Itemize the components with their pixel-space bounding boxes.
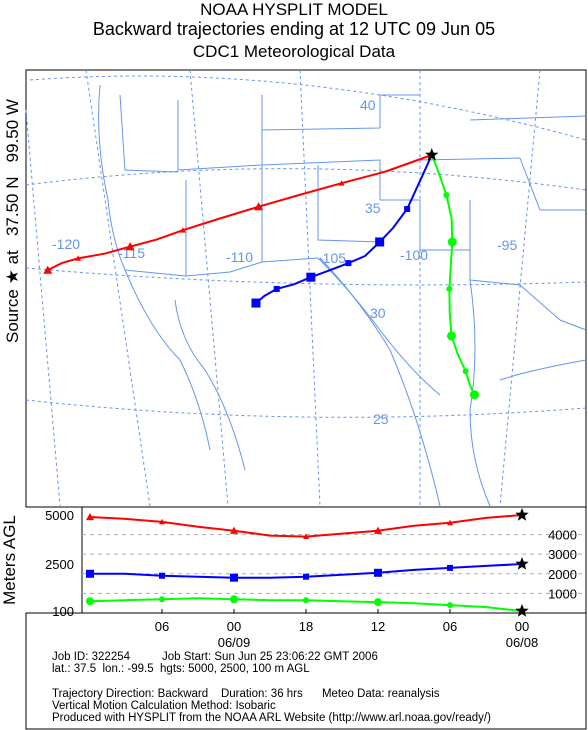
latitude-line-40 — [29, 75, 587, 141]
map-point-1-2 — [404, 206, 411, 213]
height-start-star-icon-0 — [515, 508, 529, 521]
map-point-2-4 — [447, 237, 457, 247]
longitude-line-120 — [25, 109, 61, 507]
chart-title: Backward trajectories ending at 12 UTC 0… — [92, 19, 496, 39]
map-background — [25, 69, 587, 507]
footer-line-1: Job ID: 322254 Job Start: Sun Jun 25 23:… — [52, 651, 378, 663]
x-tick-label-0: 06 — [155, 619, 169, 634]
map-point-0-10 — [75, 255, 82, 261]
y-tick-right-0: 4000 — [548, 528, 577, 543]
height-point-0-6 — [303, 533, 309, 539]
meteo-data: Meteo Data: reanalysis — [321, 688, 440, 700]
duration: Duration: 36 hrs — [220, 688, 303, 700]
map-point-2-10 — [462, 368, 469, 375]
height-point-1-10 — [159, 572, 165, 579]
map-frame — [25, 69, 587, 508]
footer-frame — [25, 612, 587, 730]
latitude-line-35 — [25, 168, 587, 191]
lon-label-95: -95 — [497, 237, 517, 253]
height-point-2-10 — [159, 596, 165, 603]
x-tick-label-1: 00 — [227, 619, 241, 634]
lon-label-105: -105 — [318, 250, 346, 266]
longitude-line-95 — [499, 69, 541, 507]
height-point-1-2 — [447, 564, 453, 571]
map-point-1-6 — [345, 260, 352, 267]
height-point-2-6 — [303, 597, 309, 604]
trajectory-direction: Trajectory Direction: Backward — [52, 688, 209, 700]
lon-label-120: -120 — [52, 236, 80, 252]
lat-label-25: 25 — [373, 411, 389, 427]
map-source-star-icon — [425, 148, 439, 161]
x-date-label-0: 06/09 — [218, 635, 251, 650]
state-boundaries — [119, 94, 587, 331]
map-point-0-4 — [254, 202, 264, 211]
height-point-2-4 — [374, 598, 382, 607]
height-point-1-8 — [230, 573, 238, 582]
height-point-0-10 — [159, 518, 165, 525]
map-point-2-2 — [443, 191, 450, 198]
x-tick-label-5: 00 — [515, 619, 529, 634]
lat-label-35: 35 — [365, 200, 381, 216]
height-point-1-6 — [303, 573, 309, 580]
x-tick-label-2: 18 — [299, 619, 313, 634]
map-point-2-8 — [446, 331, 456, 341]
y-tick-left-0: 5000 — [45, 508, 74, 523]
height-point-1-12 — [86, 569, 94, 578]
lon-label-110: -110 — [226, 249, 253, 265]
lat-label-40: 40 — [360, 97, 376, 113]
chart-subtitle: CDC1 Meteorological Data — [192, 42, 396, 61]
x-tick-label-3: 12 — [371, 619, 385, 634]
model-title: NOAA HYSPLIT MODEL — [200, 0, 388, 19]
height-point-2-2 — [447, 602, 453, 609]
y-tick-right-1: 3000 — [548, 547, 577, 562]
footer-line-3: Trajectory Direction: Backward Duration:… — [52, 688, 440, 700]
map-track-1 — [255, 154, 433, 304]
coastline — [98, 84, 587, 507]
longitude-line-110 — [189, 69, 229, 507]
height-point-1-4 — [374, 568, 382, 577]
lon-label-100: -100 — [400, 247, 428, 263]
y-tick-right-2: 2000 — [548, 567, 577, 582]
mexico-boundary — [124, 257, 441, 396]
map-point-2-6 — [446, 285, 453, 292]
map-point-0-12 — [43, 265, 53, 274]
footer-vertical: Vertical Motion Calculation Method: Isob… — [52, 700, 276, 712]
footer-produced: Produced with HYSPLIT from the NOAA ARL … — [52, 712, 491, 724]
x-tick-label-4: 06 — [443, 619, 457, 634]
height-point-2-12 — [86, 597, 94, 606]
map-point-2-12 — [469, 390, 479, 400]
map-point-0-6 — [179, 227, 186, 233]
map-point-0-2 — [338, 180, 345, 186]
lat-label-30: 30 — [370, 305, 386, 321]
map-point-1-10 — [273, 285, 280, 292]
height-point-0-2 — [447, 519, 453, 526]
job-start: Job Start: Sun Jun 25 23:06:22 GMT 2006 — [161, 651, 378, 663]
height-point-0-8 — [230, 526, 238, 534]
map-point-0-8 — [125, 242, 135, 251]
y-tick-right-3: 1000 — [548, 586, 577, 601]
footer-latlon: lat.: 37.5 lon.: -99.5 hgts: 5000, 2500,… — [52, 663, 310, 675]
x-date-label-1: 06/08 — [506, 635, 539, 650]
y-tick-left-1: 2500 — [45, 557, 74, 572]
longitude-line-115 — [85, 69, 151, 507]
latitude-line-25 — [25, 399, 587, 418]
latitude-line-30 — [25, 267, 587, 286]
map-track-2 — [430, 154, 476, 396]
height-point-2-8 — [230, 595, 238, 604]
map-point-1-4 — [375, 237, 385, 247]
height-start-star-icon-1 — [515, 557, 529, 570]
height-point-0-4 — [374, 526, 382, 534]
job-id: Job ID: 322254 — [52, 651, 131, 663]
height-frame — [81, 506, 587, 614]
y-tick-left-2: 100 — [52, 604, 74, 619]
map-point-1-12 — [251, 298, 261, 308]
height-line-0 — [89, 514, 523, 538]
height-point-0-12 — [86, 512, 94, 521]
map-point-1-8 — [306, 272, 316, 282]
longitude-line-105 — [299, 69, 321, 507]
